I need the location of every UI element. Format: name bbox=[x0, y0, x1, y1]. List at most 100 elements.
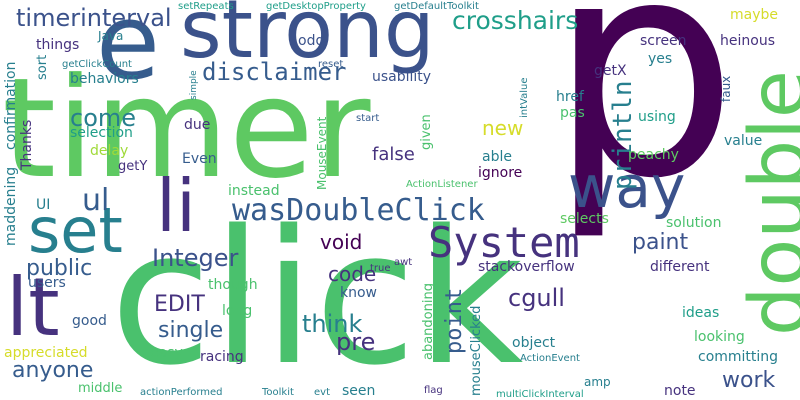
word-though: though bbox=[208, 277, 258, 293]
word-edit: EDIT bbox=[154, 292, 205, 317]
word-screen: screen bbox=[640, 33, 687, 49]
word-void: void bbox=[320, 230, 363, 254]
word-users: users bbox=[28, 275, 66, 291]
word-ideas: ideas bbox=[682, 305, 720, 321]
word-false: false bbox=[372, 144, 415, 165]
word-sort: sort bbox=[35, 54, 50, 80]
word-long: long bbox=[222, 303, 253, 319]
word-selection: selection bbox=[70, 125, 133, 141]
word-behaviors: behaviors bbox=[70, 71, 139, 87]
word-even: Even bbox=[182, 151, 217, 167]
word-pas: pas bbox=[560, 105, 585, 121]
word-lt: lt bbox=[6, 261, 60, 354]
word-instead: instead bbox=[228, 183, 280, 199]
word-simple: simple bbox=[189, 70, 199, 100]
word-intvalue: intValue bbox=[519, 77, 530, 119]
word-know: know bbox=[340, 285, 377, 301]
word-ui: UI bbox=[36, 197, 51, 213]
word-actionlistener: ActionListener bbox=[406, 179, 478, 190]
word-flag: flag bbox=[424, 385, 443, 396]
word-new: new bbox=[482, 116, 524, 140]
word-click: click bbox=[110, 190, 524, 400]
word-getclickcount: getClickCount bbox=[62, 59, 132, 70]
word-ignore: ignore bbox=[478, 165, 523, 181]
word-double: double bbox=[734, 70, 800, 336]
word-middle: middle bbox=[78, 381, 123, 396]
word-object: object bbox=[512, 335, 556, 351]
word-getdesktopproperty: getDesktopProperty bbox=[266, 1, 366, 12]
word-set: set bbox=[28, 194, 123, 267]
word-yes: yes bbox=[648, 51, 673, 67]
word-committing: committing bbox=[698, 349, 779, 365]
word-work: work bbox=[722, 368, 776, 393]
word-easy: easy bbox=[150, 345, 183, 361]
word-multiclickinterval: multiClickInterval bbox=[496, 389, 584, 400]
word-wasdoubleclick: wasDoubleClick bbox=[232, 193, 485, 228]
word-value: value bbox=[724, 133, 763, 149]
word-disclaimer: disclaimer bbox=[202, 58, 347, 86]
word-cgull: cgull bbox=[508, 284, 565, 312]
word-anyone: anyone bbox=[12, 358, 94, 383]
word-gety: getY bbox=[118, 159, 148, 174]
word-code: code bbox=[328, 262, 377, 286]
word-solution: solution bbox=[666, 215, 722, 231]
word-think: think bbox=[302, 310, 363, 338]
word-p: p bbox=[548, 0, 739, 244]
word-e: e bbox=[96, 0, 160, 103]
word-different: different bbox=[650, 259, 710, 275]
word-actionperformed: actionPerformed bbox=[140, 387, 223, 398]
word-usability: usability bbox=[372, 69, 432, 85]
word-evt: evt bbox=[314, 387, 330, 398]
word-maddening: maddening bbox=[3, 166, 19, 246]
word-ul: ul bbox=[82, 183, 110, 218]
word-appreciated: appreciated bbox=[4, 345, 88, 361]
word-actionevent: ActionEvent bbox=[520, 353, 580, 364]
word-point: point bbox=[442, 287, 467, 354]
word-true: true bbox=[370, 263, 391, 274]
word-heinous: heinous bbox=[720, 33, 775, 49]
word-able: able bbox=[482, 149, 512, 165]
word-timerinterval: timerinterval bbox=[16, 4, 172, 32]
word-confirmation: confirmation bbox=[3, 61, 19, 151]
word-racing: racing bbox=[200, 349, 244, 365]
word-good: good bbox=[72, 313, 107, 329]
word-href: href bbox=[556, 89, 584, 105]
word-stackoverflow: stackoverflow bbox=[478, 259, 575, 275]
word-given: given bbox=[419, 114, 434, 150]
word-abandoning: abandoning bbox=[421, 283, 436, 360]
word-setrepeats: setRepeats bbox=[178, 1, 234, 12]
word-system: System bbox=[428, 218, 580, 267]
word-reset: reset bbox=[318, 59, 344, 70]
word-start: start bbox=[356, 113, 380, 124]
word-odd: odd bbox=[298, 33, 325, 49]
word-mouseclicked: mouseClicked bbox=[469, 305, 484, 396]
word-seen: seen bbox=[342, 383, 376, 399]
word-using: using bbox=[638, 109, 676, 125]
word-java: Java bbox=[98, 29, 124, 43]
word-come: come bbox=[70, 104, 137, 132]
word-public: public bbox=[26, 256, 93, 281]
word-note: note bbox=[664, 383, 696, 399]
word-peachy: peachy bbox=[628, 147, 679, 163]
word-maybe: maybe bbox=[730, 7, 779, 23]
word-toolkit: Toolkit bbox=[262, 387, 294, 398]
word-due: due bbox=[184, 117, 211, 133]
word-single: single bbox=[158, 318, 224, 343]
word-mouseevent: MouseEvent bbox=[315, 116, 329, 190]
word-thanks: Thanks bbox=[19, 119, 35, 170]
word-things: things bbox=[36, 37, 80, 53]
word-amp: amp bbox=[584, 375, 611, 389]
word-selects: selects bbox=[560, 211, 609, 227]
word-paint: paint bbox=[632, 230, 689, 255]
word-looking: looking bbox=[694, 329, 745, 345]
word-faux: faux bbox=[719, 75, 733, 102]
word-getx: getX bbox=[594, 63, 627, 79]
word-way: way bbox=[568, 153, 686, 221]
word-integer: Integer bbox=[152, 244, 239, 272]
word-getdefaulttoolkit: getDefaultToolkit bbox=[394, 1, 479, 12]
word-delay: delay bbox=[90, 143, 129, 159]
word-li: li bbox=[156, 164, 197, 248]
word-pre: pre bbox=[336, 328, 376, 356]
word-strong: strong bbox=[180, 0, 435, 76]
